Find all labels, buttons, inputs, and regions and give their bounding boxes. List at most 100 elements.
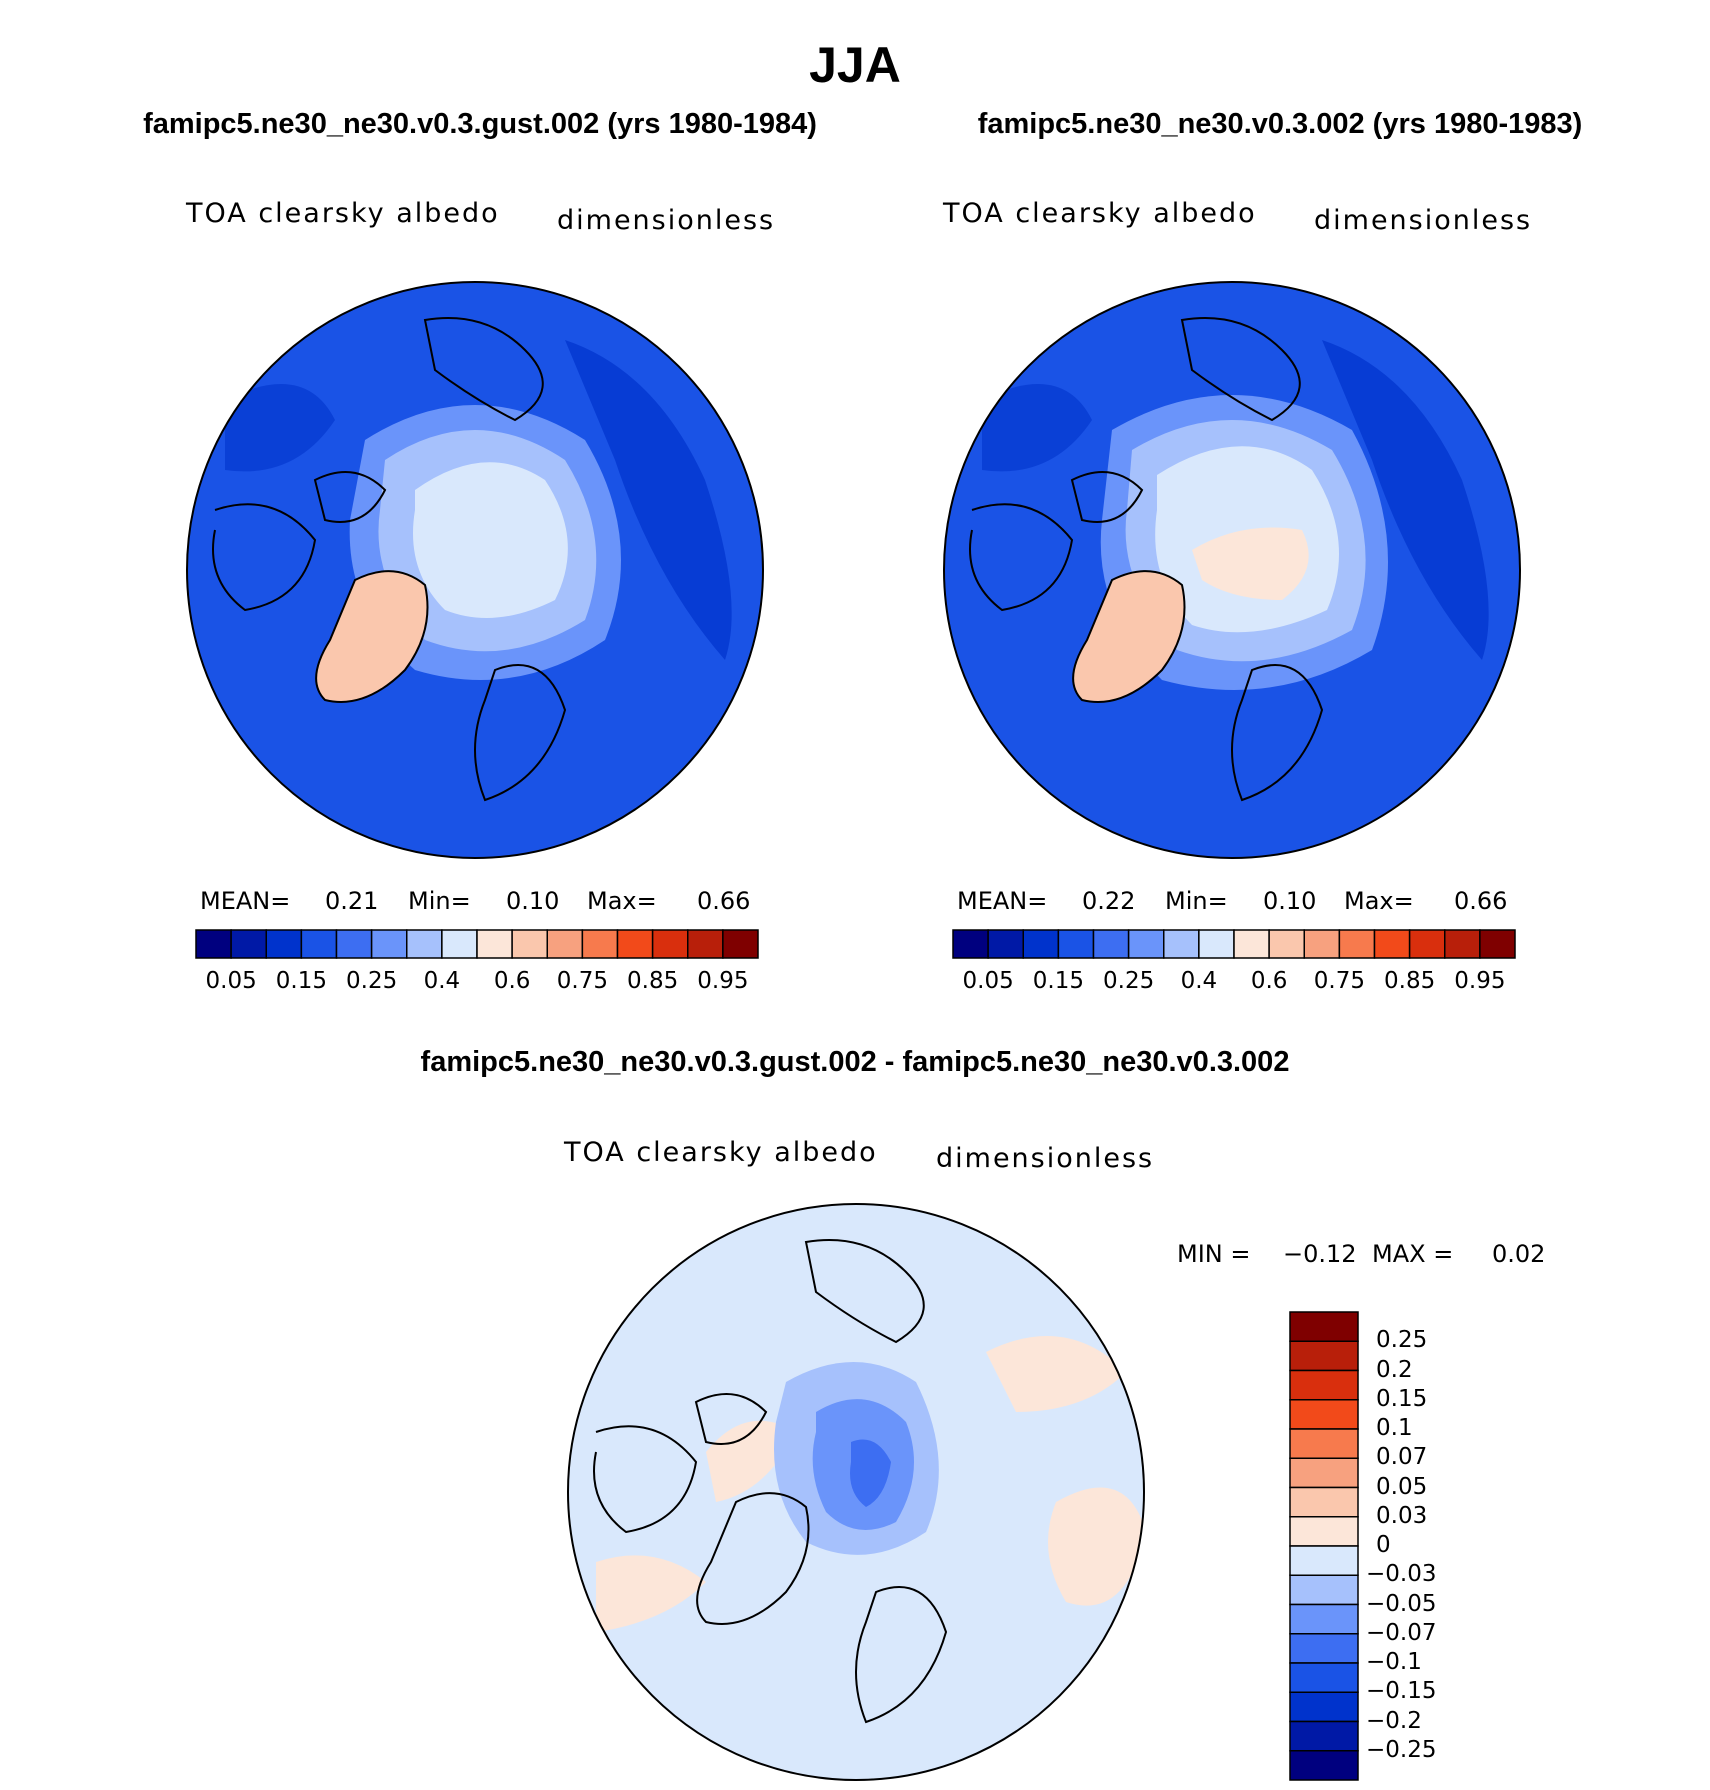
diff-colorbar-swatch [1289, 1399, 1359, 1430]
left-greenland [315, 570, 429, 703]
diff-colorbar-swatch [1289, 1545, 1359, 1576]
left-colorbar-tick-label: 0.15 [275, 968, 327, 994]
left-colorbar-swatch [476, 929, 513, 959]
figure-title: JJA [809, 37, 901, 93]
right-colorbar-swatch [1479, 929, 1516, 959]
diff-colorbar-tick-label: 0.03 [1376, 1502, 1428, 1529]
left-colorbar-swatch [687, 929, 724, 959]
left-coastline-asia [423, 317, 544, 422]
left-colorbar-tick-label: 0.6 [493, 968, 531, 994]
diff-positive-patch-1 [986, 1336, 1126, 1412]
left-colorbar-swatch [230, 929, 267, 959]
left-map-border [186, 281, 764, 859]
diff-colorbar-swatch [1289, 1369, 1359, 1401]
left-colorbar-swatch [335, 929, 373, 959]
diff-positive-patch-4 [706, 1420, 796, 1502]
right-ice-warm [1192, 527, 1309, 600]
left-coastline-archipelago [313, 471, 387, 523]
left-colorbar-swatch [581, 929, 619, 959]
diff-coastline-asia [804, 1239, 925, 1344]
diff-polar-map [567, 1203, 1145, 1781]
diff-coastline-greenland [696, 1492, 810, 1625]
right-max-label: Max= [1344, 887, 1414, 915]
diff-max-label: MAX = [1372, 1240, 1454, 1268]
right-colorbar-swatch [952, 929, 989, 959]
left-max-label: Max= [587, 887, 657, 915]
diff-colorbar-swatch [1289, 1486, 1359, 1518]
left-min-value: 0.10 [506, 887, 560, 915]
right-colorbar-tick-label: 0.05 [962, 968, 1014, 994]
right-colorbar-swatch [987, 929, 1024, 959]
diff-units-label: dimensionless [936, 1143, 1155, 1174]
right-polar-map [943, 281, 1521, 859]
right-case-title: famipc5.ne30_ne30.v0.3.002 (yrs 1980-198… [977, 108, 1583, 140]
right-colorbar-tick-label: 0.75 [1313, 968, 1365, 994]
diff-colorbar-swatch [1289, 1340, 1359, 1372]
right-colorbar-swatch [1338, 929, 1376, 959]
left-variable-label: TOA clearsky albedo [186, 198, 500, 229]
left-colorbar-swatch [300, 929, 338, 959]
left-colorbar [195, 929, 759, 959]
left-colorbar-tick-label: 0.05 [205, 968, 257, 994]
right-greenland [1072, 570, 1186, 703]
diff-colorbar-swatch [1289, 1633, 1359, 1664]
diff-map-border [567, 1203, 1145, 1781]
right-coastline-archipelago [1070, 471, 1144, 523]
right-min-label: Min= [1165, 887, 1228, 915]
left-mean-label: MEAN= [200, 887, 291, 915]
left-colorbar-swatch [195, 929, 232, 959]
left-max-value: 0.66 [697, 887, 751, 915]
diff-case-title: famipc5.ne30_ne30.v0.3.gust.002 - famipc… [420, 1046, 1290, 1078]
diff-colorbar [1289, 1311, 1359, 1781]
diff-colorbar-tick-label: 0.2 [1376, 1356, 1413, 1383]
diff-colorbar-swatch [1289, 1720, 1359, 1752]
diff-colorbar-tick-label: 0.15 [1376, 1385, 1428, 1412]
right-colorbar-tick-label: 0.15 [1032, 968, 1084, 994]
diff-colorbar-swatch [1289, 1750, 1359, 1781]
diff-colorbar-swatch [1289, 1662, 1359, 1693]
left-colorbar-swatch [441, 929, 478, 959]
left-colorbar-swatch [511, 929, 548, 959]
left-ice-core [413, 462, 568, 618]
left-colorbar-tick-label: 0.85 [627, 968, 679, 994]
left-deep-ocean-patch [565, 340, 732, 660]
diff-colorbar-swatch [1289, 1311, 1359, 1342]
diff-coastline-archipelago [694, 1393, 768, 1445]
diff-colorbar-tick-label: 0.05 [1376, 1473, 1428, 1500]
right-coastline-europe [1231, 664, 1324, 802]
diff-negative-min [850, 1439, 891, 1507]
left-colorbar-swatch [406, 929, 443, 959]
left-min-label: Min= [408, 887, 471, 915]
left-colorbar-swatch [370, 929, 408, 959]
left-units-label: dimensionless [557, 205, 776, 236]
diff-colorbar-swatch [1289, 1457, 1359, 1489]
right-units-label: dimensionless [1314, 205, 1533, 236]
left-colorbar-tick-label: 0.75 [556, 968, 608, 994]
right-colorbar-swatch [1444, 929, 1481, 959]
right-colorbar-swatch [1127, 929, 1165, 959]
diff-colorbar-swatch [1289, 1516, 1359, 1547]
diff-colorbar-swatch [1289, 1691, 1359, 1723]
right-colorbar-tick-label: 0.6 [1250, 968, 1288, 994]
right-coastline-america [969, 503, 1074, 612]
right-min-value: 0.10 [1263, 887, 1317, 915]
diff-colorbar-swatch [1289, 1603, 1359, 1635]
diff-colorbar-tick-label: −0.03 [1366, 1561, 1437, 1588]
right-mean-value: 0.22 [1082, 887, 1136, 915]
diff-colorbar-ticks: 0.25 0.2 0.15 0.1 0.07 0.05 0.03 0 −0.03 −0.05 −0.… [1366, 1312, 1476, 1780]
diff-colorbar-tick-label: −0.1 [1366, 1649, 1422, 1675]
diff-coastline-europe [855, 1586, 948, 1724]
left-colorbar-swatch [616, 929, 654, 959]
diff-colorbar-tick-label: 0 [1376, 1532, 1391, 1558]
right-coastline-asia [1180, 317, 1301, 422]
right-colorbar-swatch [1373, 929, 1411, 959]
right-colorbar-tick-label: 0.4 [1180, 968, 1218, 994]
diff-colorbar-tick-label: −0.05 [1366, 1590, 1437, 1617]
right-colorbar-swatch [1268, 929, 1305, 959]
diff-colorbar-tick-label: 0.07 [1376, 1444, 1428, 1471]
right-colorbar-swatch [1163, 929, 1200, 959]
diff-colorbar-tick-label: −0.2 [1366, 1707, 1422, 1734]
left-colorbar-swatch [546, 929, 584, 959]
right-max-value: 0.66 [1454, 887, 1508, 915]
diff-positive-patch-3 [596, 1555, 706, 1632]
